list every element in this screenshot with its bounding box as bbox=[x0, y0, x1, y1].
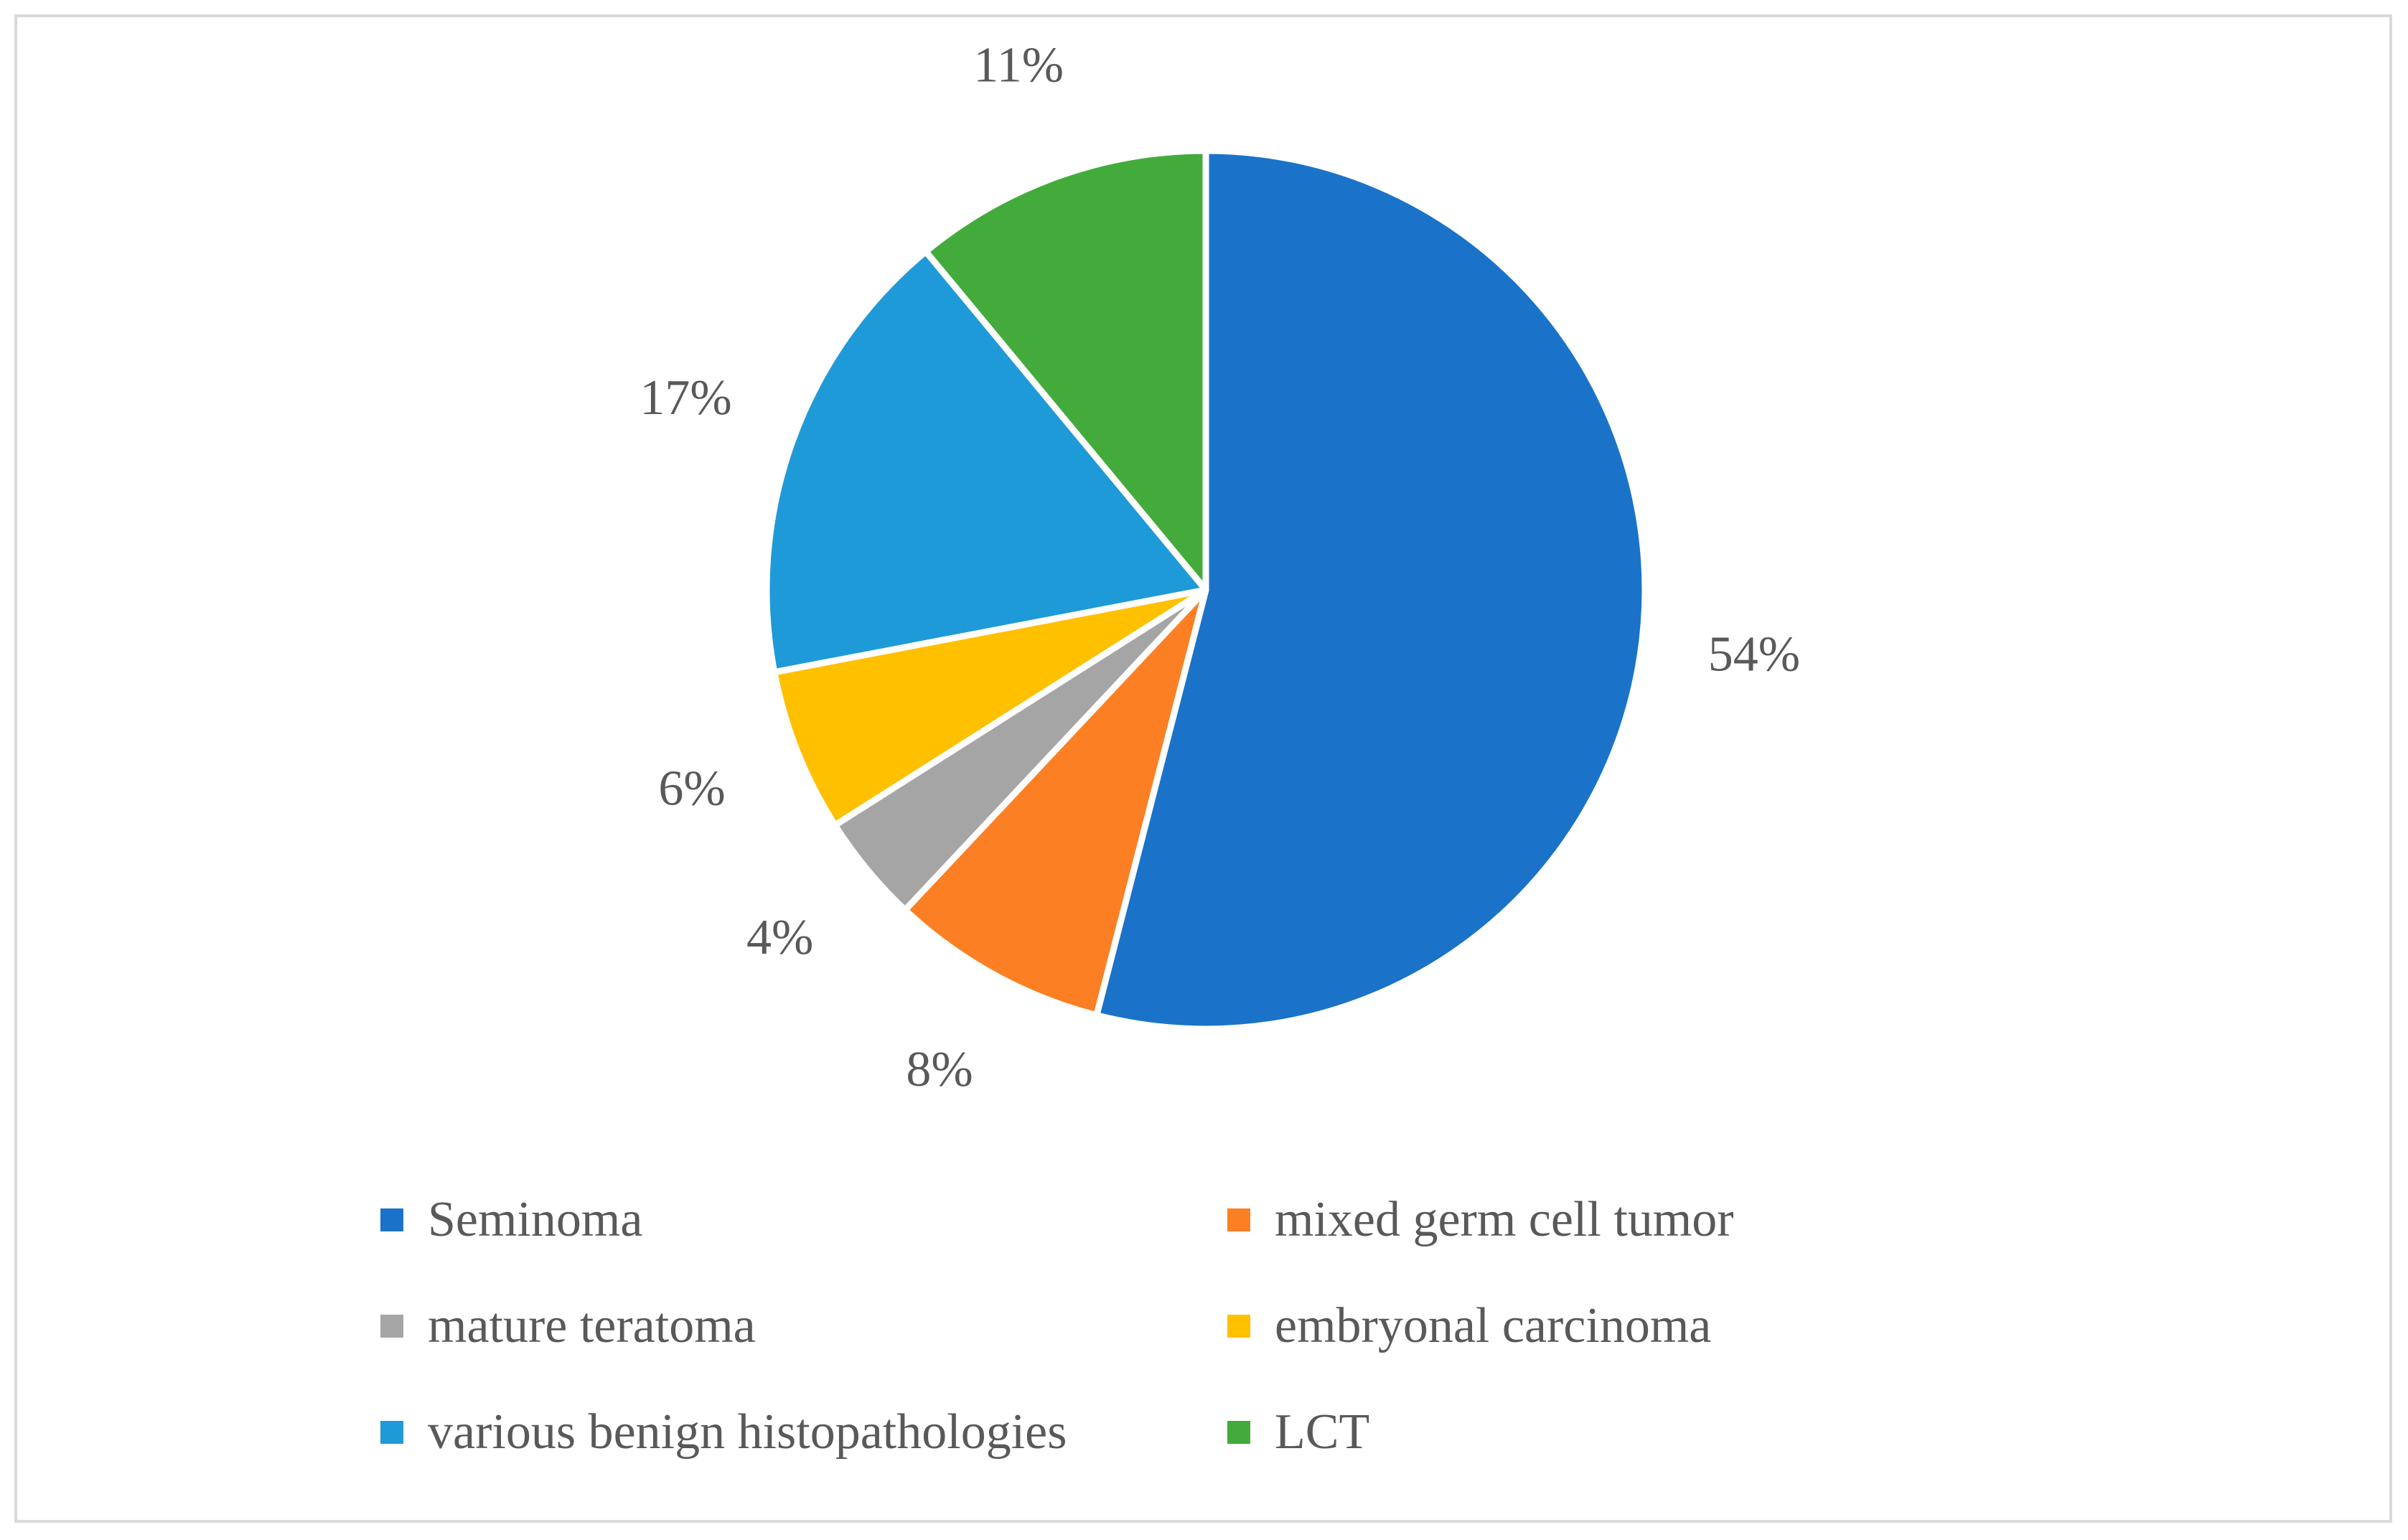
legend-item-seminoma: Seminoma bbox=[380, 1184, 1227, 1256]
legend-label-embryonal-carcinoma: embryonal carcinoma bbox=[1275, 1298, 1712, 1353]
value-label-embryonal-carcinoma: 6% bbox=[658, 761, 725, 817]
legend-label-mature-teratoma: mature teratoma bbox=[428, 1298, 756, 1353]
legend: Seminoma mixed germ cell tumor mature te… bbox=[380, 1184, 2031, 1468]
legend-swatch-lct bbox=[1227, 1421, 1250, 1444]
legend-label-seminoma: Seminoma bbox=[428, 1192, 643, 1247]
legend-item-lct: LCT bbox=[1227, 1396, 2031, 1468]
legend-swatch-seminoma bbox=[380, 1208, 403, 1231]
legend-swatch-embryonal-carcinoma bbox=[1227, 1315, 1250, 1338]
pie-slice-mixed-germ-cell-tumor bbox=[901, 586, 1209, 1019]
legend-item-various-benign-histopathologies: various benign histopathologies bbox=[380, 1396, 1227, 1468]
legend-swatch-mixed-germ-cell-tumor bbox=[1227, 1208, 1250, 1231]
legend-item-mixed-germ-cell-tumor: mixed germ cell tumor bbox=[1227, 1184, 2031, 1256]
pie-value-labels: 54% 8% 4% 6% 17% 11% bbox=[640, 38, 1800, 1097]
value-label-various-benign-histopathologies: 17% bbox=[640, 370, 731, 426]
value-label-mature-teratoma: 4% bbox=[746, 910, 813, 965]
pie-slice-seminoma bbox=[1093, 147, 1649, 1033]
legend-swatch-mature-teratoma bbox=[380, 1315, 403, 1338]
legend-swatch-various-benign-histopathologies bbox=[380, 1421, 403, 1444]
legend-item-embryonal-carcinoma: embryonal carcinoma bbox=[1227, 1290, 2031, 1362]
legend-item-mature-teratoma: mature teratoma bbox=[380, 1290, 1227, 1362]
pie-slice-lct bbox=[922, 147, 1209, 593]
value-label-mixed-germ-cell-tumor: 8% bbox=[906, 1042, 973, 1097]
pie-slice-embryonal-carcinoma bbox=[771, 586, 1209, 829]
value-label-lct: 11% bbox=[973, 38, 1064, 93]
pie-slice-various-benign-histopathologies bbox=[763, 248, 1209, 676]
pie-slices bbox=[763, 147, 1649, 1033]
legend-label-mixed-germ-cell-tumor: mixed germ cell tumor bbox=[1275, 1192, 1734, 1247]
value-label-seminoma: 54% bbox=[1708, 627, 1800, 682]
legend-label-lct: LCT bbox=[1275, 1404, 1370, 1460]
legend-label-various-benign-histopathologies: various benign histopathologies bbox=[428, 1404, 1067, 1460]
